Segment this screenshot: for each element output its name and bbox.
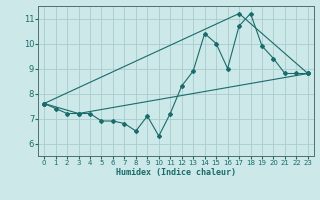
X-axis label: Humidex (Indice chaleur): Humidex (Indice chaleur) bbox=[116, 168, 236, 177]
